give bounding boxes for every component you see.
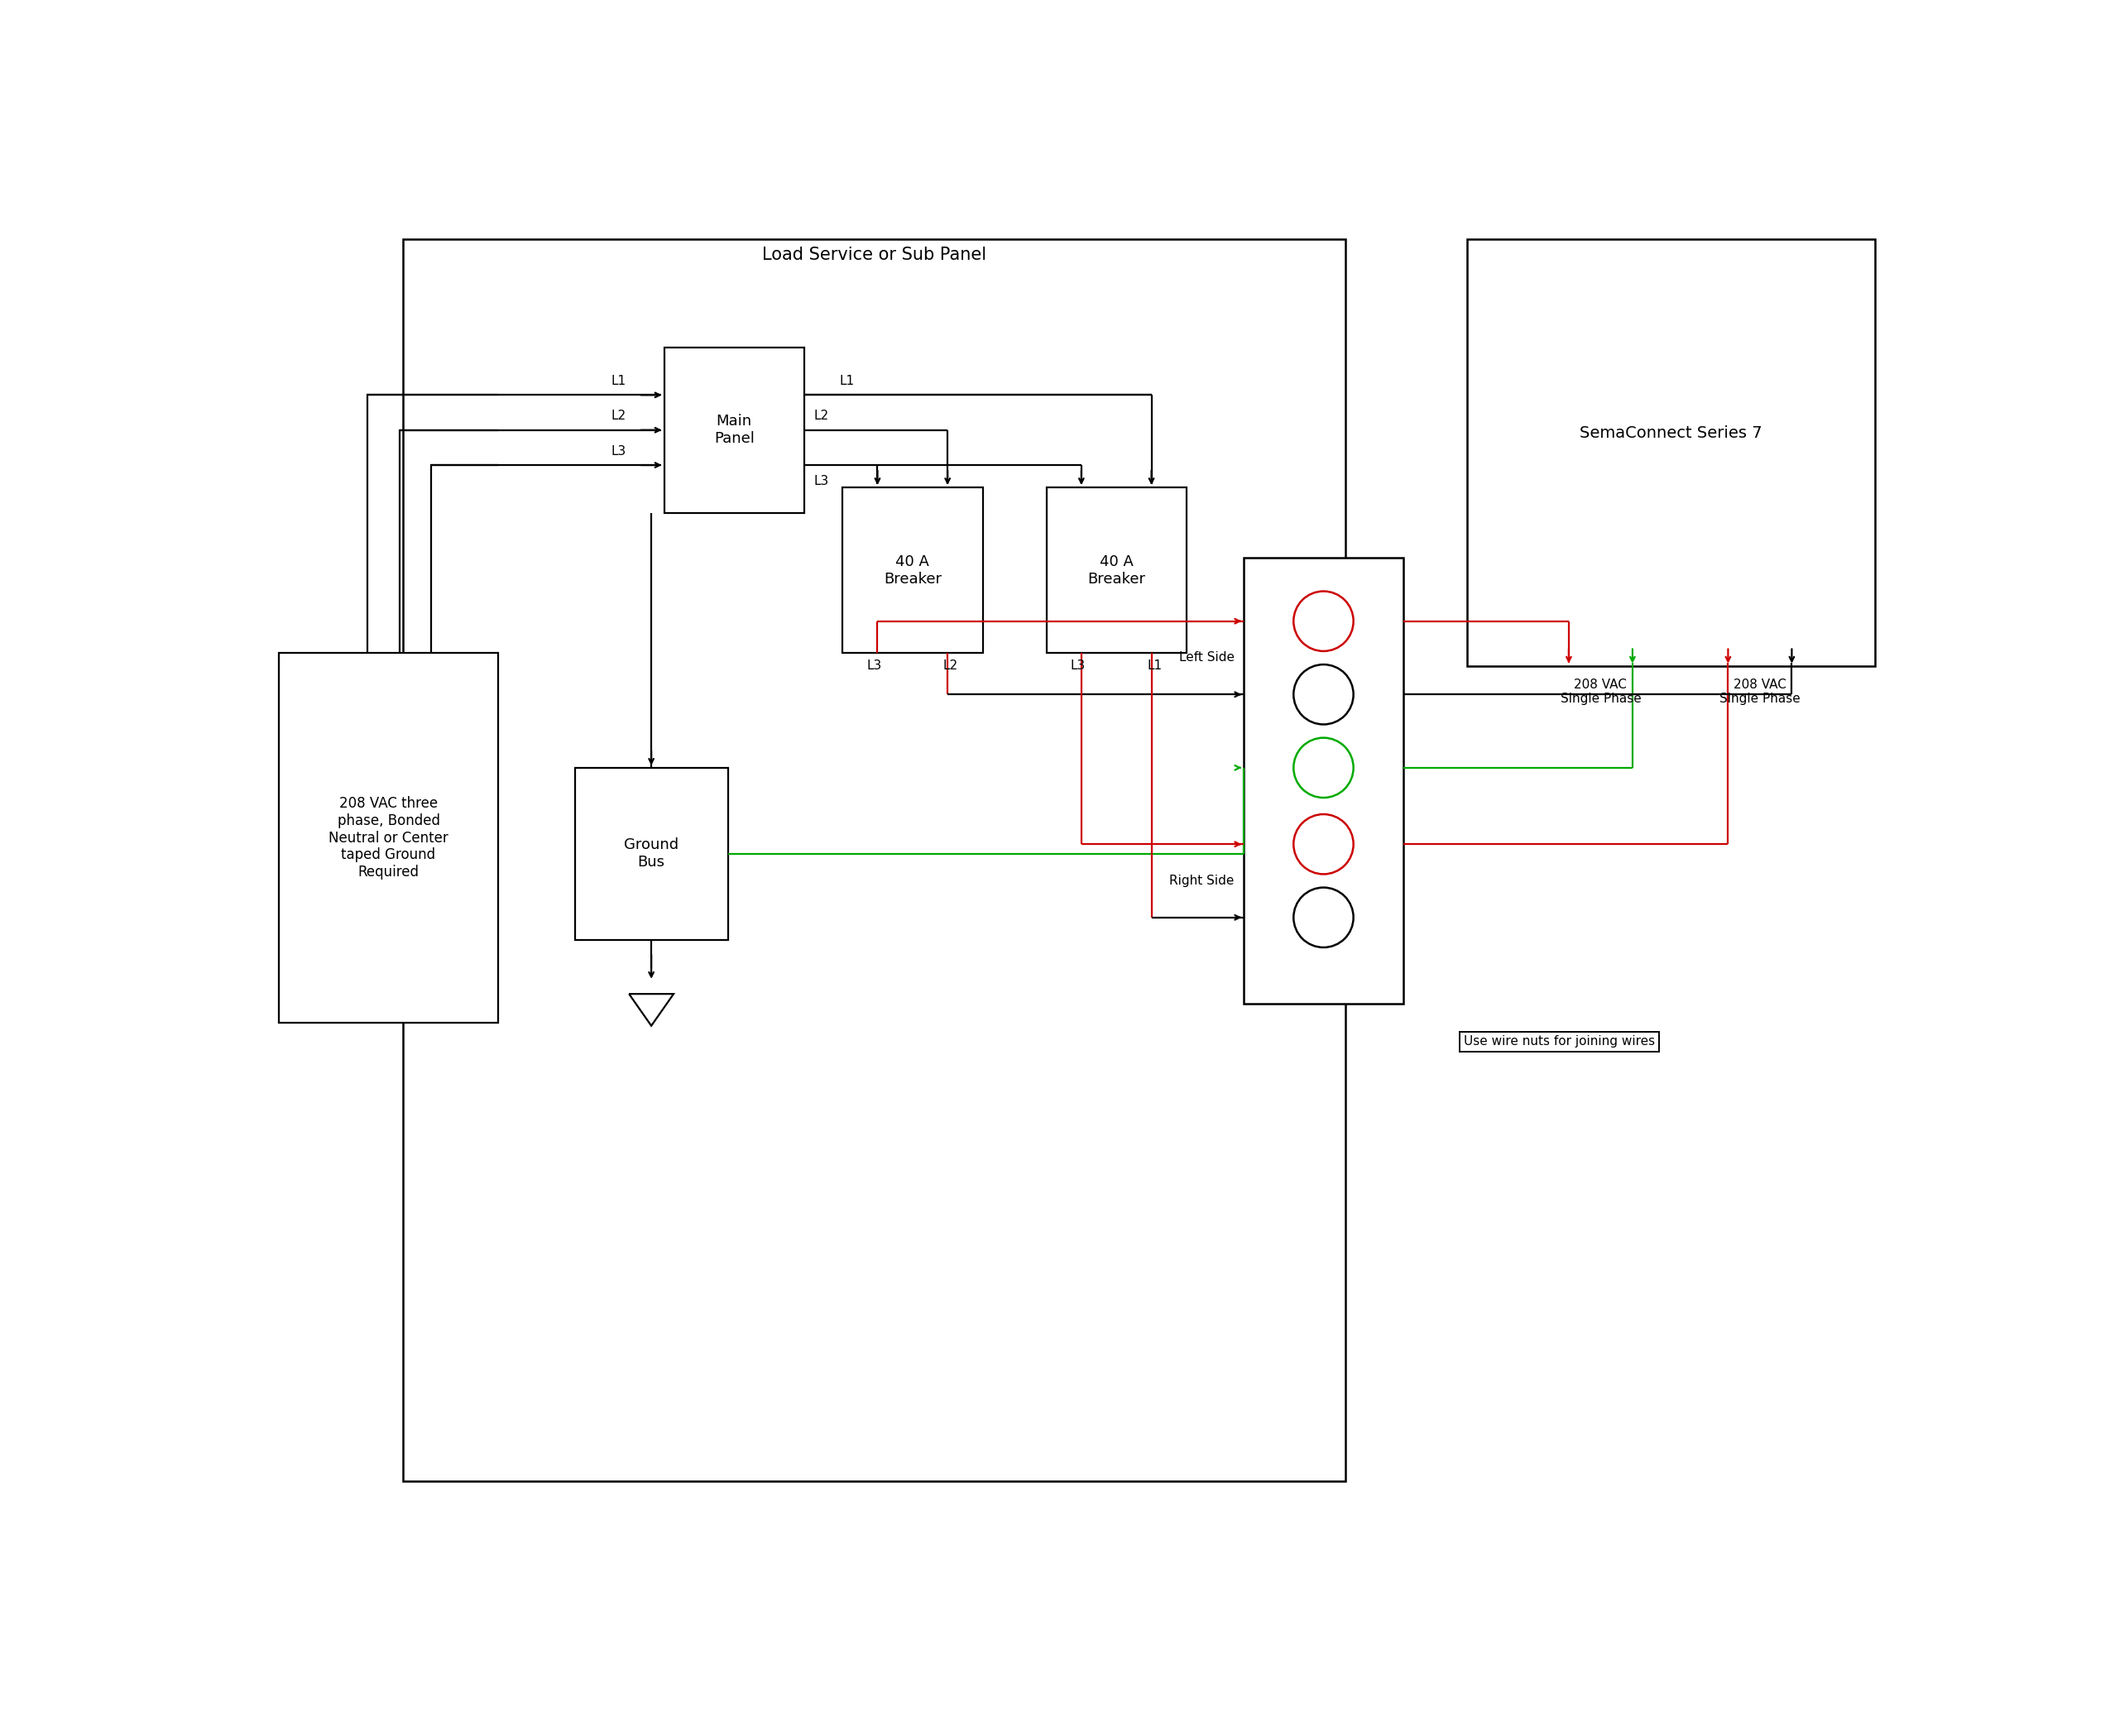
Text: L2: L2: [814, 410, 829, 422]
Text: L2: L2: [610, 410, 627, 422]
Text: Load Service or Sub Panel: Load Service or Sub Panel: [762, 247, 987, 264]
Text: L3: L3: [1070, 660, 1087, 672]
Text: 40 A
Breaker: 40 A Breaker: [884, 554, 941, 587]
Circle shape: [1293, 738, 1353, 797]
Text: Right Side: Right Side: [1169, 875, 1234, 887]
Circle shape: [1293, 814, 1353, 875]
Text: Ground
Bus: Ground Bus: [625, 838, 679, 870]
Text: 40 A
Breaker: 40 A Breaker: [1087, 554, 1146, 587]
Bar: [842, 488, 983, 653]
Text: Use wire nuts for joining wires: Use wire nuts for joining wires: [1464, 1035, 1654, 1049]
Text: L2: L2: [943, 660, 958, 672]
Text: L1: L1: [610, 375, 627, 387]
Bar: [1047, 488, 1186, 653]
Text: L1: L1: [1148, 660, 1163, 672]
Text: 208 VAC three
phase, Bonded
Neutral or Center
taped Ground
Required: 208 VAC three phase, Bonded Neutral or C…: [329, 795, 447, 880]
Text: 208 VAC
Single Phase: 208 VAC Single Phase: [1720, 679, 1800, 705]
Circle shape: [1293, 887, 1353, 948]
Bar: [403, 240, 1346, 1481]
Bar: [279, 653, 498, 1023]
Bar: [665, 347, 804, 512]
Circle shape: [1293, 665, 1353, 724]
Text: Left Side: Left Side: [1179, 651, 1234, 665]
Text: L1: L1: [840, 375, 855, 387]
Bar: [1245, 557, 1403, 1003]
Text: L3: L3: [814, 474, 829, 488]
Bar: [574, 767, 728, 939]
Text: L3: L3: [610, 444, 627, 458]
Text: 208 VAC
Single Phase: 208 VAC Single Phase: [1559, 679, 1642, 705]
Circle shape: [1293, 592, 1353, 651]
Bar: [1466, 240, 1874, 667]
Text: SemaConnect Series 7: SemaConnect Series 7: [1580, 425, 1762, 441]
Text: Main
Panel: Main Panel: [713, 413, 755, 446]
Text: L3: L3: [867, 660, 882, 672]
